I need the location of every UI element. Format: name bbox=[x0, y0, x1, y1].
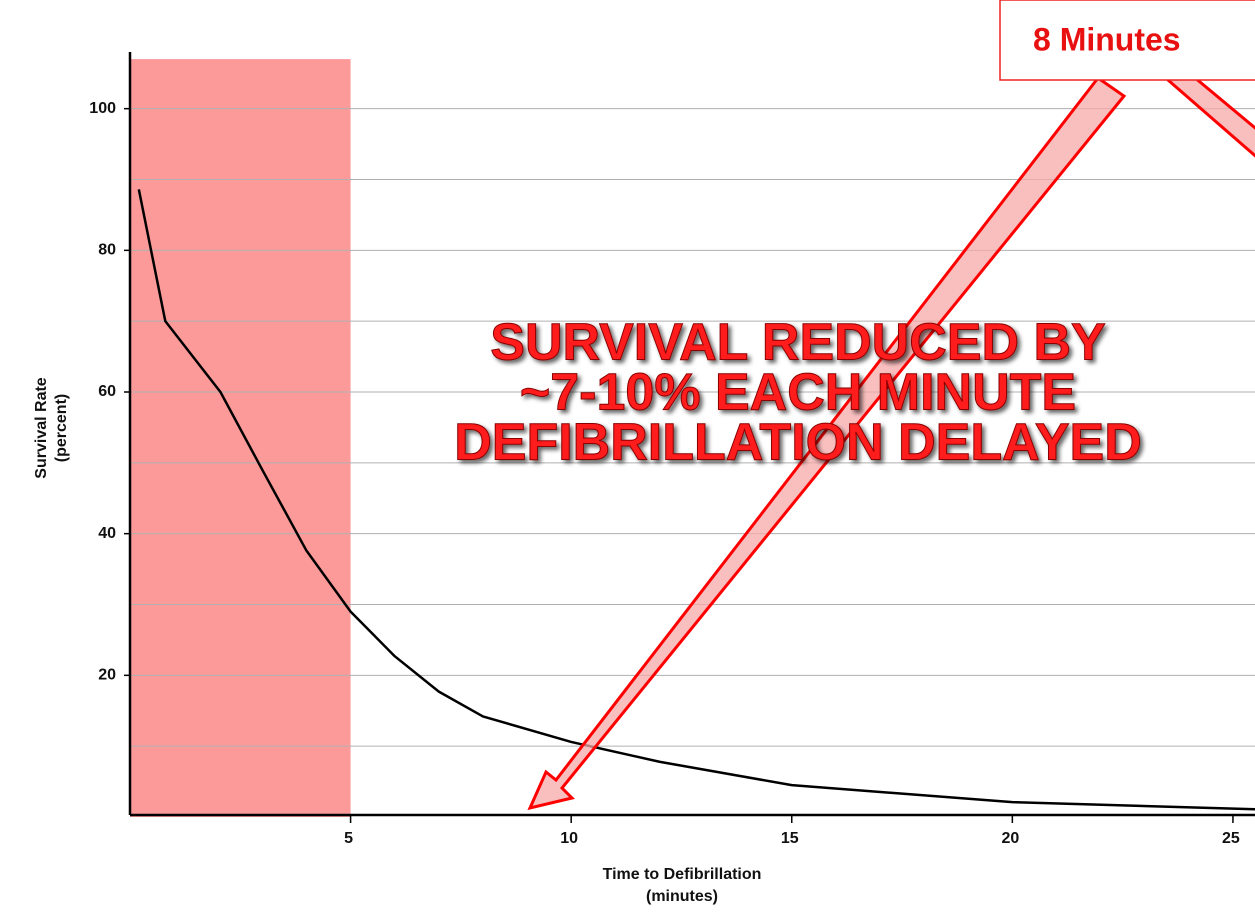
arrow bbox=[1165, 70, 1255, 158]
x-tick-label: 25 bbox=[1222, 830, 1240, 847]
arrow bbox=[527, 75, 1127, 811]
shaded-region bbox=[130, 59, 351, 818]
x-tick-label: 10 bbox=[560, 830, 578, 847]
x-tick-label: 5 bbox=[344, 830, 353, 847]
headline: SURVIVAL REDUCED BY bbox=[490, 314, 1105, 372]
headline: DEFIBRILLATION DELAYED bbox=[454, 414, 1142, 472]
y-tick-label: 60 bbox=[98, 383, 116, 400]
y-tick-label: 80 bbox=[98, 242, 116, 259]
y-axis-label: Survival Rate bbox=[33, 377, 50, 478]
survival-curve bbox=[137, 189, 1255, 811]
callout: 8 Minutes bbox=[1033, 21, 1181, 57]
y-tick-label: 20 bbox=[98, 667, 116, 684]
callout-box bbox=[999, 0, 1255, 81]
headline: ~7-10% EACH MINUTE bbox=[520, 364, 1076, 422]
x-tick-label: 15 bbox=[781, 830, 799, 847]
y-axis-label: (percent) bbox=[53, 394, 70, 462]
y-tick-label: 100 bbox=[89, 100, 116, 117]
y-tick-label: 40 bbox=[98, 525, 116, 542]
x-axis-label: Time to Defibrillation bbox=[603, 866, 762, 883]
x-tick-label: 20 bbox=[1001, 830, 1019, 847]
x-axis-label: (minutes) bbox=[646, 888, 718, 905]
